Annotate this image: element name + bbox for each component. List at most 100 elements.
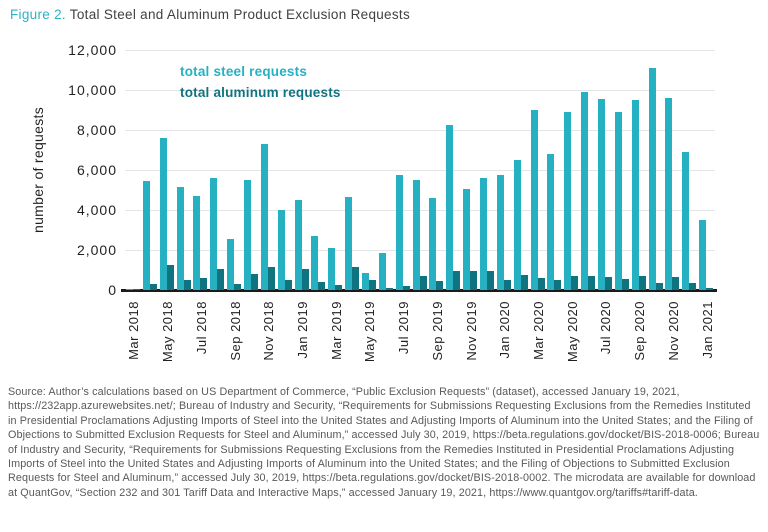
bar-aluminum-dec-2020	[689, 283, 697, 290]
bar-steel-mar-2018	[126, 288, 133, 290]
bar-aluminum-may-2019	[369, 280, 376, 290]
x-tick-text-jul-2019: Jul 2019	[396, 301, 412, 355]
bar-steel-dec-2018	[277, 210, 285, 290]
bar-group-nov-2020	[664, 50, 681, 290]
bar-steel-feb-2020	[513, 160, 521, 290]
bar-steel-dec-2019	[480, 178, 487, 290]
bar-steel-nov-2020	[665, 98, 673, 290]
bar-aluminum-aug-2020	[621, 279, 629, 290]
gridline-8000	[125, 129, 715, 131]
bar-aluminum-sep-2020	[638, 276, 646, 290]
bar-aluminum-jan-2021	[706, 288, 714, 290]
y-tick-label-4000: 4,000	[76, 202, 117, 218]
bar-steel-sep-2020	[631, 100, 639, 290]
bar-group-jul-2019	[395, 50, 412, 290]
bar-steel-jan-2020	[496, 175, 504, 290]
bar-aluminum-jan-2020	[503, 280, 511, 290]
x-tick-text-sep-2020: Sep 2020	[632, 301, 648, 361]
bar-group-may-2019	[361, 50, 378, 290]
bar-steel-may-2020	[564, 112, 572, 290]
bar-group-apr-2019	[344, 50, 361, 290]
bar-steel-apr-2018	[142, 181, 150, 290]
bar-group-dec-2020	[681, 50, 698, 290]
bar-aluminum-jun-2020	[588, 276, 596, 290]
bar-group-sep-2018	[226, 50, 243, 290]
x-tick-text-sep-2018: Sep 2018	[227, 301, 243, 361]
gridline-10000	[125, 89, 715, 91]
figure-number-label: Figure 2.	[10, 7, 66, 22]
bar-aluminum-jul-2019	[402, 286, 410, 290]
bar-group-feb-2019	[310, 50, 327, 290]
bar-aluminum-oct-2018	[251, 274, 258, 290]
bar-steel-nov-2019	[463, 189, 471, 290]
x-tick-text-nov-2018: Nov 2018	[261, 301, 277, 361]
bar-group-jan-2020	[496, 50, 513, 290]
gridline-6000	[125, 169, 715, 171]
bar-group-jan-2019	[294, 50, 311, 290]
bar-group-mar-2019	[327, 50, 344, 290]
x-tick-text-may-2019: May 2019	[362, 301, 378, 363]
y-axis-title: number of requests	[30, 106, 46, 234]
bar-steel-nov-2018	[260, 144, 268, 290]
bar-aluminum-mar-2018	[133, 289, 140, 290]
x-tick-text-jan-2021: Jan 2021	[699, 301, 715, 359]
figure-title: Figure 2. Total Steel and Aluminum Produ…	[10, 7, 410, 22]
bar-aluminum-dec-2019	[487, 271, 494, 290]
bar-aluminum-may-2020	[571, 276, 579, 290]
x-tick-text-nov-2020: Nov 2020	[665, 301, 681, 361]
bar-aluminum-sep-2018	[234, 284, 242, 290]
bar-steel-oct-2018	[244, 180, 251, 290]
bar-steel-oct-2020	[648, 68, 656, 290]
y-tick-label-12000: 12,000	[68, 42, 117, 58]
bar-group-dec-2018	[277, 50, 294, 290]
bar-steel-dec-2020	[682, 152, 690, 290]
bar-steel-mar-2019	[328, 248, 336, 290]
bar-group-aug-2019	[412, 50, 429, 290]
bar-aluminum-aug-2018	[217, 269, 225, 290]
bar-group-oct-2019	[445, 50, 462, 290]
bar-steel-may-2019	[362, 273, 369, 290]
bar-aluminum-apr-2018	[149, 284, 157, 290]
bar-aluminum-jun-2019	[385, 288, 393, 290]
x-tick-text-jul-2018: Jul 2018	[193, 301, 209, 355]
x-tick-text-sep-2019: Sep 2019	[429, 301, 445, 361]
bar-steel-jun-2020	[581, 92, 589, 290]
figure-title-text: Total Steel and Aluminum Product Exclusi…	[69, 7, 411, 22]
bar-aluminum-mar-2019	[335, 285, 343, 290]
bar-aluminum-mar-2020	[537, 278, 545, 290]
legend-entry-aluminum: total aluminum requests	[180, 85, 341, 100]
x-axis-line	[121, 289, 717, 292]
bar-group-jul-2018	[192, 50, 209, 290]
bar-group-oct-2020	[648, 50, 665, 290]
bar-group-feb-2020	[513, 50, 530, 290]
bar-aluminum-jul-2018	[200, 278, 208, 290]
bar-aluminum-aug-2019	[419, 276, 427, 290]
x-tick-text-may-2020: May 2020	[564, 301, 580, 363]
bar-aluminum-feb-2020	[520, 275, 528, 290]
x-tick-text-mar-2019: Mar 2019	[328, 301, 344, 360]
y-tick-label-0: 0	[108, 282, 117, 298]
bar-steel-aug-2019	[412, 180, 420, 290]
bar-aluminum-nov-2019	[470, 271, 478, 290]
bar-steel-aug-2018	[210, 178, 218, 290]
source-note: Source: Author’s calculations based on U…	[8, 386, 760, 499]
bar-group-apr-2020	[546, 50, 563, 290]
bar-steel-jan-2021	[699, 220, 707, 290]
y-tick-label-10000: 10,000	[68, 82, 117, 98]
bar-aluminum-nov-2018	[267, 267, 275, 290]
bar-aluminum-nov-2020	[672, 277, 680, 290]
bar-group-may-2018	[159, 50, 176, 290]
x-tick-text-nov-2019: Nov 2019	[463, 301, 479, 361]
y-tick-label-8000: 8,000	[76, 122, 117, 138]
x-tick-label-jan-2021: Jan 2021	[700, 300, 758, 359]
bar-steel-jul-2020	[598, 99, 605, 290]
bar-aluminum-dec-2018	[284, 280, 292, 290]
x-tick-text-mar-2020: Mar 2020	[531, 301, 546, 360]
bar-steel-aug-2020	[614, 112, 622, 290]
bar-aluminum-jan-2019	[301, 269, 309, 290]
bar-aluminum-oct-2019	[453, 271, 461, 290]
bar-group-sep-2020	[631, 50, 648, 290]
bar-steel-jan-2019	[294, 200, 302, 290]
bar-group-aug-2020	[614, 50, 631, 290]
